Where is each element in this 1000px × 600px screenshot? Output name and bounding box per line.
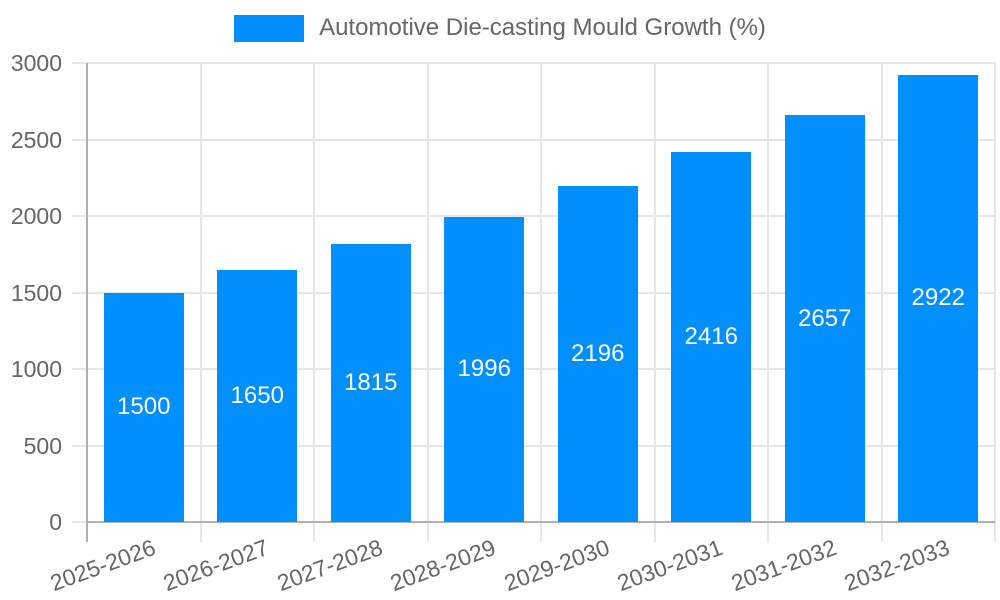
chart-legend: Automotive Die-casting Mould Growth (%) (0, 14, 1000, 42)
bar-value-label: 1650 (230, 381, 284, 409)
x-axis-tick-label: 2030-2031 (613, 534, 727, 597)
x-axis-tick (540, 522, 542, 542)
x-axis-line (87, 521, 995, 523)
bar-2032-2033[interactable] (898, 74, 979, 522)
gridline-vertical (540, 63, 542, 522)
y-axis-tick (72, 138, 87, 141)
gridline-vertical (426, 63, 429, 522)
bar-2031-2032[interactable] (784, 115, 865, 522)
y-axis-tick (72, 62, 87, 64)
y-axis-tick-label: 3000 (10, 50, 62, 76)
bar-2029-2030[interactable] (557, 186, 638, 522)
bar-2027-2028[interactable] (330, 244, 411, 522)
gridline-vertical (313, 63, 315, 522)
bar-value-label: 1996 (457, 355, 511, 383)
y-axis-tick (72, 291, 87, 294)
y-axis-tick (72, 521, 87, 523)
gridline-vertical (199, 63, 202, 522)
bar-2030-2031[interactable] (671, 152, 752, 522)
bar-value-label: 2196 (571, 340, 625, 367)
legend-item[interactable]: Automotive Die-casting Mould Growth (%) (234, 14, 766, 42)
x-axis-tick (313, 522, 315, 542)
gridline-vertical (880, 63, 883, 522)
x-axis-tick (653, 522, 656, 542)
bar-value-label: 2416 (684, 323, 738, 351)
y-axis-tick-label: 1000 (10, 356, 62, 382)
bar-value-label: 1500 (117, 393, 171, 421)
x-axis-tick-label: 2026-2027 (159, 534, 273, 597)
bar-2025-2026[interactable] (103, 292, 184, 522)
y-axis-line (86, 63, 88, 522)
y-axis-tick (72, 368, 87, 370)
gridline-vertical (767, 63, 769, 522)
y-axis-tick (72, 444, 87, 447)
x-axis-tick-label: 2027-2028 (273, 534, 386, 597)
x-axis-tick-label: 2032-2033 (840, 534, 954, 597)
bar-value-label: 1815 (344, 369, 398, 397)
x-axis-tick-label: 2025-2026 (46, 534, 159, 597)
gridline-vertical (994, 63, 996, 522)
y-axis-tick-label: 1500 (10, 279, 62, 306)
x-axis-tick-label: 2029-2030 (500, 534, 613, 597)
y-axis-tick-label: 2000 (10, 203, 62, 229)
bar-2026-2027[interactable] (217, 269, 298, 522)
bar-value-label: 2657 (798, 304, 852, 332)
y-axis-tick-label: 0 (49, 509, 62, 535)
y-axis-tick (72, 215, 87, 217)
x-axis-tick (86, 522, 88, 542)
x-axis-tick (767, 522, 769, 542)
x-axis-tick (199, 522, 202, 542)
x-axis-tick (426, 522, 429, 542)
legend-label: Automotive Die-casting Mould Growth (%) (319, 14, 766, 41)
legend-swatch (234, 14, 305, 42)
x-axis-tick (994, 522, 996, 542)
y-axis-tick-label: 2500 (10, 126, 62, 153)
bar-value-label: 2922 (911, 284, 965, 312)
y-axis-tick-label: 500 (23, 432, 62, 459)
gridline-vertical (653, 63, 656, 522)
x-axis-tick (880, 522, 883, 542)
x-axis-tick-label: 2031-2032 (727, 534, 840, 597)
x-axis-tick-label: 2028-2029 (386, 534, 500, 597)
bar-2028-2029[interactable] (444, 216, 525, 522)
